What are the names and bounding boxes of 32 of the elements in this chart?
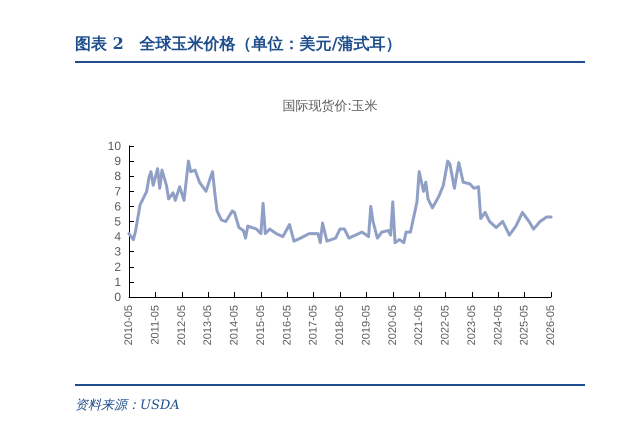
y-tick-label: 3 bbox=[114, 244, 122, 259]
y-tick-label: 7 bbox=[114, 184, 122, 198]
y-tick-label: 2 bbox=[114, 260, 122, 274]
y-tick-label: 0 bbox=[114, 290, 122, 304]
x-tick-label: 2023-05 bbox=[466, 305, 478, 346]
x-tick-label: 2024-05 bbox=[492, 305, 504, 346]
x-tick-label: 2010-05 bbox=[123, 305, 135, 346]
x-tick-label: 2015-05 bbox=[254, 305, 267, 346]
y-tick-label: 10 bbox=[108, 139, 122, 153]
x-tick-label: 2014-05 bbox=[228, 305, 240, 346]
x-tick-label: 2017-05 bbox=[308, 305, 320, 346]
y-tick-label: 1 bbox=[114, 274, 122, 289]
x-tick-label: 2013-05 bbox=[202, 305, 214, 346]
y-tick-label: 9 bbox=[114, 154, 122, 168]
text: 资料来源：USDA bbox=[75, 384, 585, 414]
x-tick-label: 2020-05 bbox=[386, 305, 399, 346]
x-tick-label: 2011-05 bbox=[149, 305, 162, 345]
chart-title: 图表 2 全球玉米价格（单位：美元/蒲式耳） bbox=[75, 34, 585, 63]
x-tick-label: 2021-05 bbox=[413, 305, 426, 346]
y-tick-label: 6 bbox=[114, 199, 122, 214]
x-tick-label: 2026-05 bbox=[545, 305, 557, 346]
x-tick-label: 2025-05 bbox=[518, 305, 531, 346]
y-tick-label: 4 bbox=[114, 230, 122, 244]
x-tick-label: 2016-05 bbox=[281, 305, 294, 346]
line-series bbox=[128, 160, 552, 244]
x-tick-label: 2022-05 bbox=[440, 305, 452, 346]
y-tick-label: 5 bbox=[114, 214, 122, 228]
x-tick-label: 2019-05 bbox=[360, 305, 372, 346]
x-tick-label: 2012-05 bbox=[176, 305, 188, 346]
y-tick-label: 8 bbox=[114, 169, 122, 184]
chart-subtitle: 国际现货价:玉米 bbox=[282, 99, 378, 114]
x-tick-label: 2018-05 bbox=[334, 305, 346, 346]
